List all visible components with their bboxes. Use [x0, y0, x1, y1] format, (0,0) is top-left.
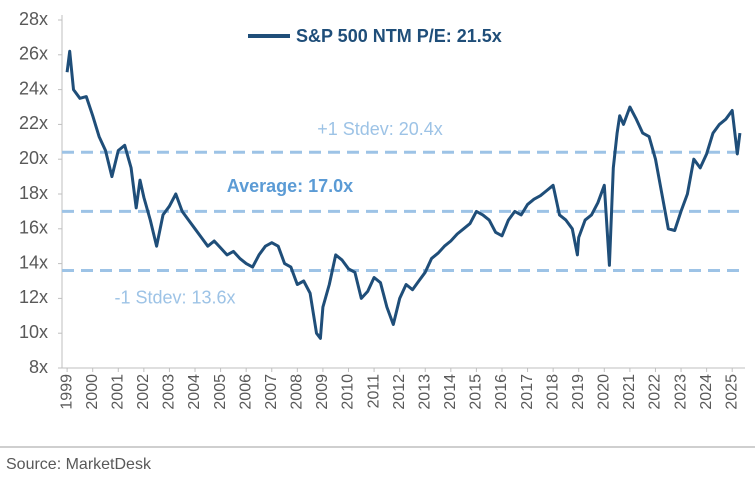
x-tick-label: 2003 — [161, 374, 178, 410]
y-tick-label: 12x — [19, 287, 48, 307]
x-tick-label: 2025 — [723, 374, 740, 410]
x-tick-label: 2023 — [672, 374, 689, 410]
x-tick-label: 2005 — [212, 374, 229, 410]
x-tick-label: 2004 — [186, 374, 203, 410]
y-tick-label: 24x — [19, 78, 48, 98]
reference-label: +1 Stdev: 20.4x — [317, 119, 443, 139]
x-tick-label: 2002 — [135, 374, 152, 410]
x-tick-label: 2017 — [519, 374, 536, 410]
x-tick-label: 2009 — [314, 374, 331, 410]
y-tick-label: 18x — [19, 183, 48, 203]
y-tick-label: 10x — [19, 322, 48, 342]
x-tick-label: 2016 — [493, 374, 510, 410]
x-tick-label: 2007 — [263, 374, 280, 410]
x-tick-label: 2015 — [468, 374, 485, 410]
x-tick-label: 2020 — [596, 374, 613, 410]
y-tick-label: 26x — [19, 44, 48, 64]
x-tick-label: 2024 — [698, 374, 715, 410]
x-tick-label: 2000 — [84, 374, 101, 410]
y-tick-label: 22x — [19, 113, 48, 133]
x-tick-label: 1999 — [58, 374, 75, 410]
legend-label: S&P 500 NTM P/E: 21.5x — [296, 26, 502, 46]
x-tick-label: 2011 — [365, 374, 382, 409]
x-tick-label: 2022 — [647, 374, 664, 410]
y-tick-label: 20x — [19, 148, 48, 168]
x-tick-label: 2012 — [391, 374, 408, 410]
x-tick-label: 2019 — [570, 374, 587, 410]
series-line — [65, 49, 742, 340]
x-tick-label: 2021 — [621, 374, 638, 410]
y-tick-label: 8x — [29, 357, 48, 377]
x-tick-label: 2018 — [544, 374, 561, 410]
y-tick-label: 14x — [19, 252, 48, 272]
x-tick-label: 2013 — [416, 374, 433, 410]
x-tick-label: 2006 — [237, 374, 254, 410]
x-tick-label: 2008 — [289, 374, 306, 410]
x-tick-label: 2014 — [442, 374, 459, 410]
x-tick-label: 2001 — [109, 374, 126, 410]
reference-label: Average: 17.0x — [227, 176, 353, 196]
y-tick-label: 16x — [19, 218, 48, 238]
y-tick-label: 28x — [19, 9, 48, 29]
source: Source: MarketDesk — [6, 456, 152, 473]
reference-label: -1 Stdev: 13.6x — [114, 287, 235, 307]
x-tick-label: 2010 — [340, 374, 357, 410]
